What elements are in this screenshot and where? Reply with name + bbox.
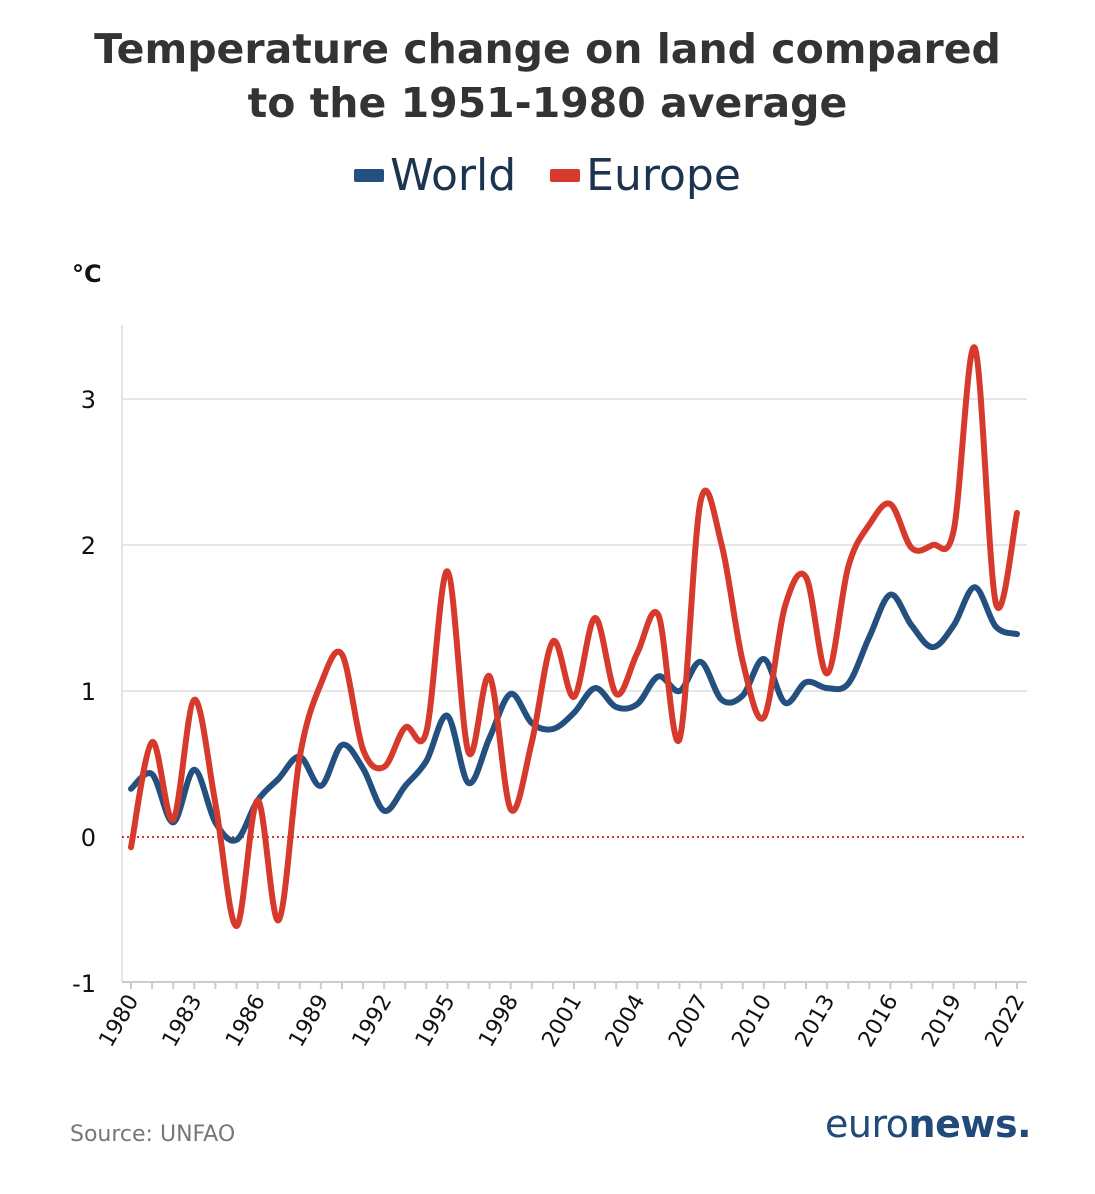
source-note: Source: UNFAO: [70, 1122, 236, 1147]
y-tick-label: 2: [81, 532, 96, 560]
x-tick-label: 2007: [664, 991, 714, 1052]
series-line-europe: [128, 344, 1020, 930]
y-tick-label: 1: [81, 678, 96, 706]
legend-swatch-europe: [550, 169, 581, 182]
x-tick-label: 2004: [601, 991, 651, 1052]
legend-item-europe: Europe: [550, 150, 741, 201]
y-tick-label: -1: [72, 970, 96, 998]
x-tick-label: 1986: [221, 991, 271, 1052]
x-tick-label: 1995: [411, 991, 461, 1052]
x-tick-label: 1983: [158, 991, 208, 1052]
x-tick-label: 1980: [95, 991, 145, 1052]
y-tick-label: 3: [81, 386, 96, 414]
y-tick-label: 0: [81, 824, 96, 852]
legend-label-europe: Europe: [586, 150, 741, 201]
legend-item-world: World: [354, 150, 516, 201]
x-tick-label: 1998: [474, 991, 524, 1052]
chart-title-line-1: Temperature change on land compared: [94, 25, 1001, 73]
line-chart: -1 0 1 2 3 1980 1983 1986 1989 1992 1995 1998 2001 20…: [72, 325, 1031, 1052]
chart-legend: World Europe: [0, 150, 1095, 201]
logo-part-2: news.: [908, 1102, 1032, 1146]
legend-label-world: World: [390, 150, 517, 201]
x-tick-label: 2016: [854, 991, 904, 1052]
euronews-logo: euronews.: [825, 1102, 1031, 1146]
x-tick-label: 2013: [791, 991, 841, 1052]
x-tick-label: 2019: [917, 991, 967, 1052]
chart-title-line-2: to the 1951-1980 average: [247, 79, 848, 127]
series-line-world: [128, 584, 1020, 844]
x-tick-label: 1992: [348, 991, 398, 1052]
legend-swatch-world: [354, 169, 385, 182]
x-tick-label: 2022: [981, 991, 1031, 1052]
y-axis-unit-label: °C: [72, 260, 102, 288]
chart-title: Temperature change on land compared to t…: [0, 22, 1095, 130]
x-tick-label: 1989: [284, 991, 334, 1052]
x-tick-label: 2001: [538, 991, 588, 1052]
x-tick-label: 2010: [727, 991, 777, 1052]
logo-part-1: euro: [825, 1102, 909, 1146]
